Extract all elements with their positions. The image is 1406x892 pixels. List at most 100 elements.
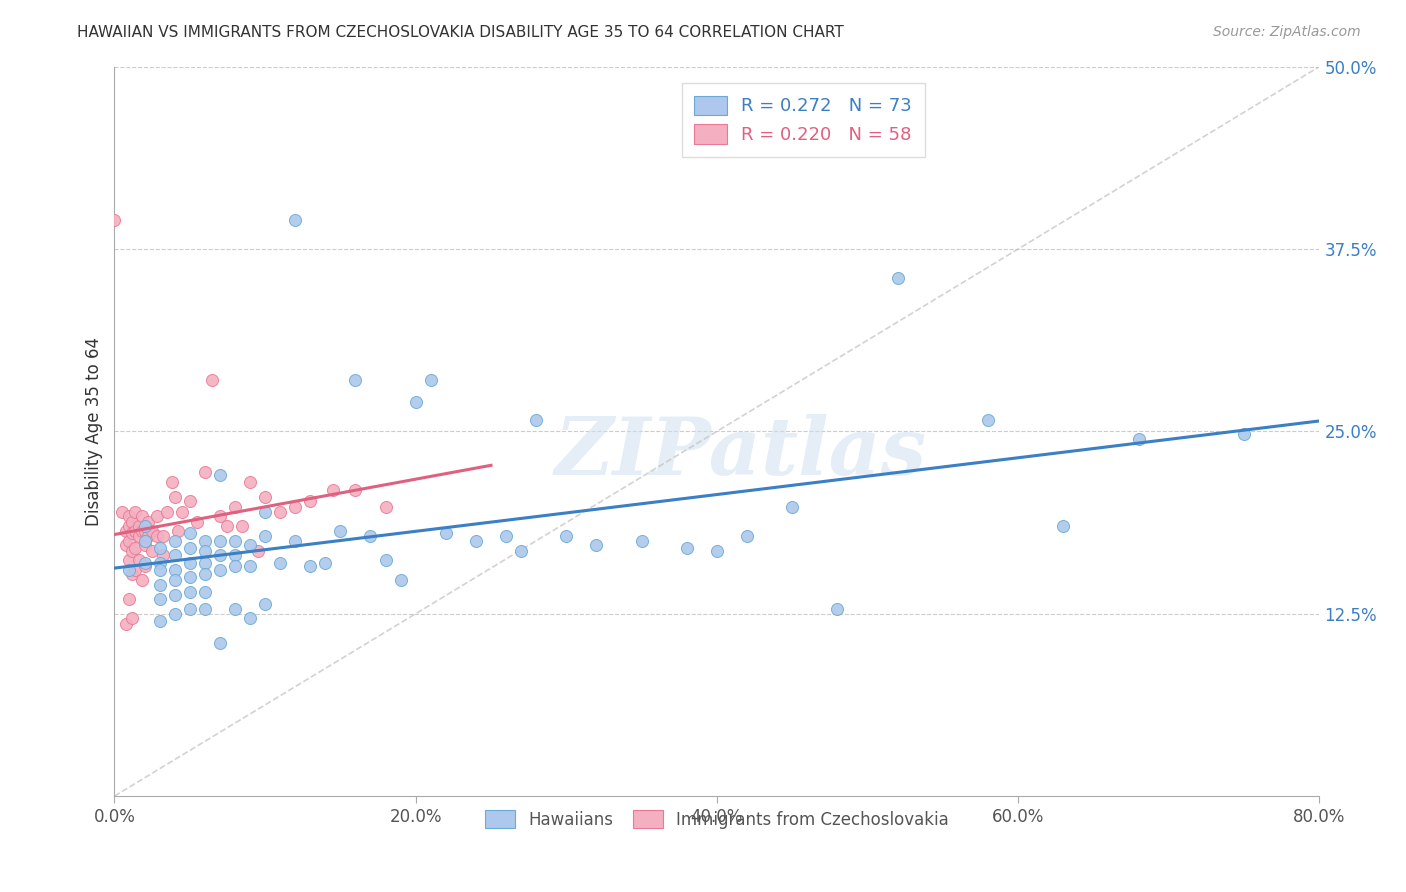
- Point: [239, 558, 262, 573]
- Point: [269, 505, 291, 519]
- Point: [128, 519, 150, 533]
- Point: [675, 541, 697, 555]
- Point: [118, 592, 141, 607]
- Point: [179, 584, 201, 599]
- Text: HAWAIIAN VS IMMIGRANTS FROM CZECHOSLOVAKIA DISABILITY AGE 35 TO 64 CORRELATION C: HAWAIIAN VS IMMIGRANTS FROM CZECHOSLOVAK…: [77, 25, 844, 40]
- Point: [124, 563, 146, 577]
- Point: [163, 490, 186, 504]
- Point: [163, 533, 186, 548]
- Point: [231, 519, 253, 533]
- Point: [124, 541, 146, 555]
- Point: [115, 538, 138, 552]
- Point: [510, 544, 533, 558]
- Point: [735, 529, 758, 543]
- Point: [434, 526, 457, 541]
- Point: [254, 529, 277, 543]
- Point: [166, 524, 188, 538]
- Point: [630, 533, 652, 548]
- Point: [208, 508, 231, 523]
- Point: [163, 549, 186, 563]
- Point: [179, 570, 201, 584]
- Point: [524, 412, 547, 426]
- Point: [118, 563, 141, 577]
- Point: [239, 538, 262, 552]
- Point: [217, 519, 239, 533]
- Point: [322, 483, 344, 497]
- Point: [1052, 519, 1074, 533]
- Point: [149, 541, 172, 555]
- Point: [149, 577, 172, 591]
- Point: [156, 505, 179, 519]
- Point: [827, 602, 849, 616]
- Point: [254, 505, 277, 519]
- Point: [269, 556, 291, 570]
- Point: [121, 515, 143, 529]
- Point: [163, 573, 186, 587]
- Point: [134, 558, 156, 573]
- Point: [118, 553, 141, 567]
- Point: [136, 515, 159, 529]
- Point: [149, 614, 172, 628]
- Point: [172, 505, 194, 519]
- Point: [585, 538, 607, 552]
- Point: [179, 556, 201, 570]
- Point: [886, 271, 908, 285]
- Point: [160, 475, 183, 490]
- Point: [194, 602, 217, 616]
- Point: [419, 373, 441, 387]
- Point: [344, 373, 367, 387]
- Point: [1128, 432, 1150, 446]
- Point: [284, 212, 307, 227]
- Point: [145, 508, 167, 523]
- Point: [149, 563, 172, 577]
- Point: [121, 526, 143, 541]
- Point: [555, 529, 578, 543]
- Point: [163, 607, 186, 621]
- Point: [254, 490, 277, 504]
- Point: [299, 558, 322, 573]
- Point: [141, 524, 163, 538]
- Point: [134, 538, 156, 552]
- Point: [208, 549, 231, 563]
- Point: [136, 529, 159, 543]
- Point: [194, 584, 217, 599]
- Point: [131, 573, 153, 587]
- Point: [149, 592, 172, 607]
- Point: [224, 602, 246, 616]
- Point: [152, 549, 174, 563]
- Point: [179, 541, 201, 555]
- Point: [121, 611, 143, 625]
- Point: [194, 533, 217, 548]
- Point: [163, 588, 186, 602]
- Point: [111, 505, 134, 519]
- Point: [329, 524, 352, 538]
- Point: [1233, 427, 1256, 442]
- Point: [145, 529, 167, 543]
- Point: [314, 556, 336, 570]
- Point: [780, 500, 803, 515]
- Point: [201, 373, 224, 387]
- Point: [124, 524, 146, 538]
- Point: [179, 494, 201, 508]
- Point: [284, 500, 307, 515]
- Point: [224, 533, 246, 548]
- Point: [405, 395, 427, 409]
- Point: [224, 500, 246, 515]
- Text: Source: ZipAtlas.com: Source: ZipAtlas.com: [1213, 25, 1361, 39]
- Point: [103, 212, 125, 227]
- Point: [389, 573, 412, 587]
- Point: [128, 529, 150, 543]
- Point: [194, 465, 217, 479]
- Point: [246, 544, 269, 558]
- Legend: Hawaiians, Immigrants from Czechoslovakia: Hawaiians, Immigrants from Czechoslovaki…: [478, 803, 956, 835]
- Point: [134, 533, 156, 548]
- Point: [194, 556, 217, 570]
- Point: [124, 505, 146, 519]
- Point: [194, 544, 217, 558]
- Point: [128, 553, 150, 567]
- Point: [239, 611, 262, 625]
- Point: [239, 475, 262, 490]
- Point: [118, 508, 141, 523]
- Text: ZIPatlas: ZIPatlas: [555, 415, 927, 492]
- Point: [121, 567, 143, 582]
